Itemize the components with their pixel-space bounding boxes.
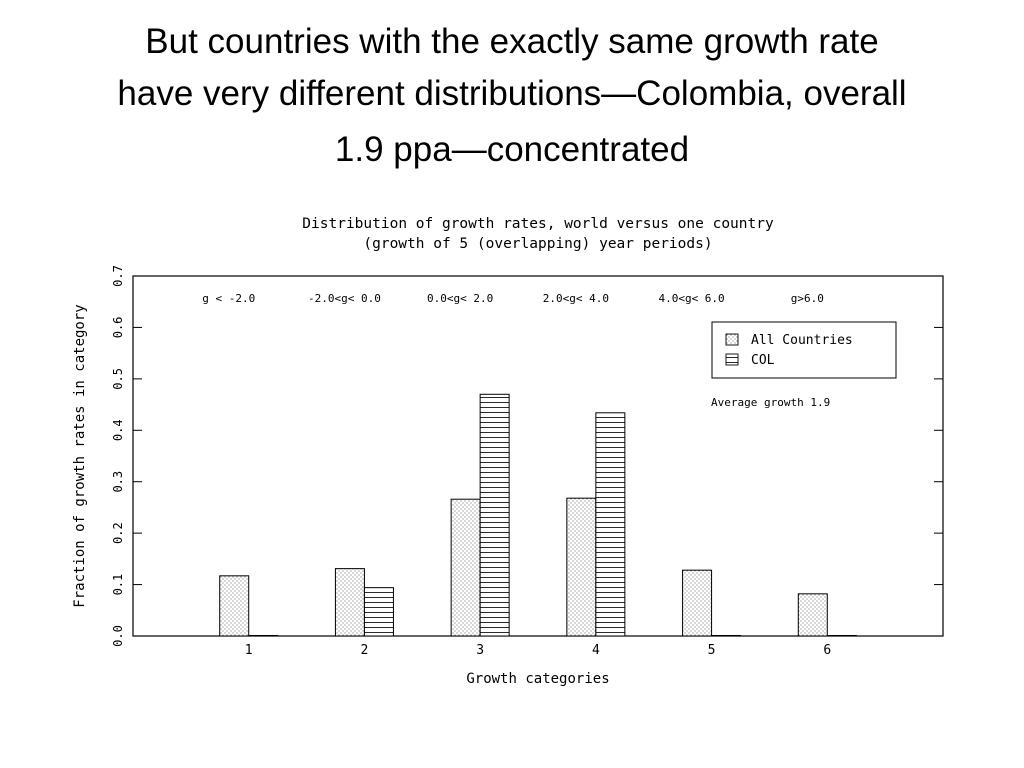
category-range-label: -2.0<g< 0.0: [308, 292, 381, 305]
category-range-label: 4.0<g< 6.0: [658, 292, 724, 305]
x-tick-label: 6: [823, 643, 831, 658]
y-tick-label: 0.0: [111, 625, 125, 647]
x-tick-label: 4: [592, 643, 600, 658]
y-tick-label: 0.6: [111, 317, 125, 339]
slide-title-line-2: have very different distributions—Colomb…: [117, 74, 907, 113]
legend: All Countries COL: [711, 321, 897, 379]
category-range-label: 0.0<g< 2.0: [427, 292, 493, 305]
x-tick-label: 2: [361, 643, 369, 658]
x-axis-tick-labels: 1 2 3 4 5 6: [245, 643, 831, 658]
category-range-labels: g < -2.0 -2.0<g< 0.0 0.0<g< 2.0 2.0<g< 4.0 4…: [202, 292, 824, 305]
slide-title-line-1: But countries with the exactly same grow…: [145, 22, 879, 61]
chart-title: Distribution of growth rates, world vers…: [302, 216, 774, 232]
category-range-label: g>6.0: [791, 292, 824, 305]
y-axis-label: Fraction of growth rates in category: [72, 304, 88, 607]
y-tick-label: 0.5: [111, 368, 125, 390]
category-range-label: g < -2.0: [202, 292, 255, 305]
x-axis-label: Growth categories: [466, 671, 609, 687]
chart-subtitle: (growth of 5 (overlapping) year periods): [363, 236, 712, 252]
bar-col: [826, 634, 857, 637]
bar-all-countries: [334, 568, 365, 637]
bars: [219, 393, 857, 637]
y-axis-ticks: 0.0 0.1 0.2 0.3 0.4 0.5 0.6 0.7: [111, 265, 943, 647]
bar-col: [711, 634, 742, 637]
x-tick-label: 1: [245, 643, 253, 658]
slide-title-line-3: 1.9 ppa—concentrated: [334, 130, 690, 169]
legend-swatch-all-countries: [725, 333, 739, 346]
y-tick-label: 0.1: [111, 574, 125, 596]
x-tick-label: 5: [708, 643, 716, 658]
x-tick-label: 3: [476, 643, 484, 658]
bar-all-countries: [797, 593, 828, 637]
bar-col: [363, 587, 394, 637]
legend-label-all-countries: All Countries: [751, 333, 853, 348]
legend-label-col: COL: [751, 353, 775, 368]
bar-all-countries: [566, 497, 597, 637]
slide-title: But countries with the exactly same grow…: [0, 16, 1024, 176]
y-tick-label: 0.2: [111, 522, 125, 544]
bar-all-countries: [219, 575, 250, 637]
bar-col: [479, 393, 510, 637]
legend-swatch-col: [725, 353, 739, 366]
legend-box: [711, 321, 897, 379]
y-tick-label: 0.4: [111, 419, 125, 441]
y-tick-label: 0.7: [111, 265, 125, 287]
bar-col: [595, 412, 626, 637]
plot-frame: [132, 275, 944, 637]
average-growth-annotation: Average growth 1.9: [711, 396, 830, 409]
category-range-label: 2.0<g< 4.0: [543, 292, 609, 305]
bar-all-countries: [450, 498, 481, 637]
y-tick-label: 0.3: [111, 471, 125, 493]
bar-all-countries: [682, 569, 713, 637]
bar-col: [248, 634, 279, 637]
